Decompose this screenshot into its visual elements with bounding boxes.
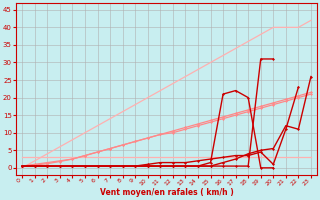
X-axis label: Vent moyen/en rafales ( km/h ): Vent moyen/en rafales ( km/h ) bbox=[100, 188, 234, 197]
